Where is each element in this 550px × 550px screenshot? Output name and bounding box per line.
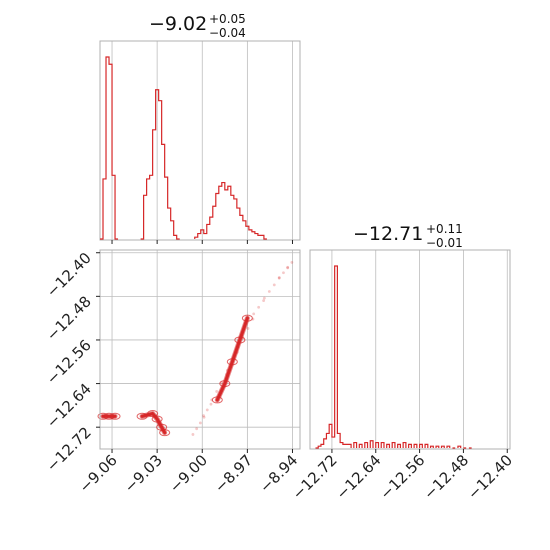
joint-x-ticks: −9.06 −9.03 −9.00 −8.97 −8.94: [76, 449, 301, 496]
hist-param1-steps: [100, 56, 267, 240]
joint-contour-2-2: [216, 317, 249, 401]
joint-ytick-label-0: −12.72: [43, 423, 95, 475]
joint-contours: [97, 314, 253, 437]
hist-param1-ticks: [111, 240, 293, 244]
hist-param1-frame: [99, 40, 301, 241]
joint-scatter-point-22: [267, 290, 271, 293]
hist-param2-ticks: −12.72−12.64−12.56−12.48−12.40: [289, 449, 516, 503]
joint-scatter-point-3: [202, 415, 206, 419]
joint-contour-ring-0-0: [97, 412, 109, 420]
hist-param2-steps: [315, 265, 472, 449]
joint-scatter-point-19: [257, 305, 261, 309]
joint-panel: −9.06 −9.03 −9.00 −8.97 −8.94 −12.72−12.64−1…: [43, 249, 301, 497]
hist-param2-xtick-label-3: −12.48: [420, 451, 472, 503]
joint-scatter-point-8: [215, 390, 219, 393]
joint-scatter-point-20: [262, 299, 266, 302]
hist-param2-frame: [309, 249, 511, 450]
joint-scatter-point-2: [198, 421, 202, 425]
joint-frame: [99, 249, 301, 450]
joint-scatter-point-4: [202, 414, 205, 418]
title-param2-minus: −0.01: [426, 236, 463, 250]
joint-ytick-label-4: −12.40: [43, 249, 95, 301]
joint-gridlines: [100, 250, 300, 449]
joint-scatter-point-5: [205, 408, 209, 412]
joint-ytick-label-2: −12.56: [43, 336, 95, 388]
joint-contour-ring-1-2: [151, 415, 163, 423]
joint-scatter-point-0: [191, 433, 195, 436]
title-param1-minus: −0.04: [209, 26, 246, 40]
joint-scatter-point-29: [290, 261, 294, 264]
title-param1-value: −9.02: [149, 13, 207, 35]
joint-scatter-point-16: [246, 327, 250, 330]
joint-scatter-point-28: [286, 265, 290, 269]
joint-scatter-point-1: [195, 427, 199, 431]
joint-scatter-point-24: [277, 276, 281, 280]
joint-scatter-point-25: [277, 276, 281, 279]
joint-contour-ring-0-1: [103, 412, 115, 420]
hist-param2-xtick-label-1: −12.64: [333, 451, 385, 503]
joint-xtick-label-2: −9.00: [166, 451, 211, 496]
joint-scatter-point-6: [209, 402, 213, 406]
joint-contour-ring-2-4: [241, 314, 253, 322]
joint-xtick-label-0: −9.06: [76, 451, 121, 496]
hist-param2-xtick-label-4: −12.40: [464, 451, 516, 503]
joint-scatter-point-21: [262, 296, 266, 300]
joint-contour-ring-2-2: [226, 358, 238, 366]
joint-xtick-label-3: −8.97: [211, 451, 256, 496]
joint-xtick-label-1: −9.03: [121, 451, 166, 496]
joint-contour-ring-1-1: [147, 410, 159, 418]
joint-y-ticks: −12.72−12.64−12.56−12.48−12.40: [43, 249, 100, 475]
joint-contour-1-2: [141, 412, 166, 434]
hist-param1-gridlines: [111, 41, 293, 240]
joint-contour-ring-2-1: [219, 380, 231, 388]
hist-param2-xtick-label-2: −12.56: [376, 451, 428, 503]
joint-contour-ring-1-0: [136, 412, 148, 420]
title-param1-plus: +0.05: [209, 12, 246, 26]
joint-ytick-label-1: −12.64: [43, 380, 95, 432]
joint-scatter-point-26: [282, 271, 285, 275]
hist-param2-panel: −12.72−12.64−12.56−12.48−12.40 −12.71 +0…: [289, 222, 516, 503]
joint-contour-ring-2-3: [234, 336, 246, 344]
hist-param2-xtick-label-0: −12.72: [289, 451, 341, 503]
joint-scatter-point-18: [252, 312, 256, 316]
title-param2-value: −12.71: [353, 223, 423, 245]
hist-param1-panel: −9.02 +0.05 −0.04: [99, 12, 301, 244]
joint-contour-ring-1-4: [159, 429, 171, 437]
joint-scatter: [191, 261, 294, 436]
joint-ytick-label-3: −12.48: [43, 292, 95, 344]
joint-scatter-point-27: [286, 266, 290, 270]
hist-param2-gridlines: [331, 250, 508, 449]
title-param2-plus: +0.11: [426, 222, 463, 236]
joint-contour-ring-0-2: [109, 412, 121, 420]
joint-scatter-point-23: [272, 283, 276, 287]
joint-contour-ring-2-0: [211, 396, 223, 404]
